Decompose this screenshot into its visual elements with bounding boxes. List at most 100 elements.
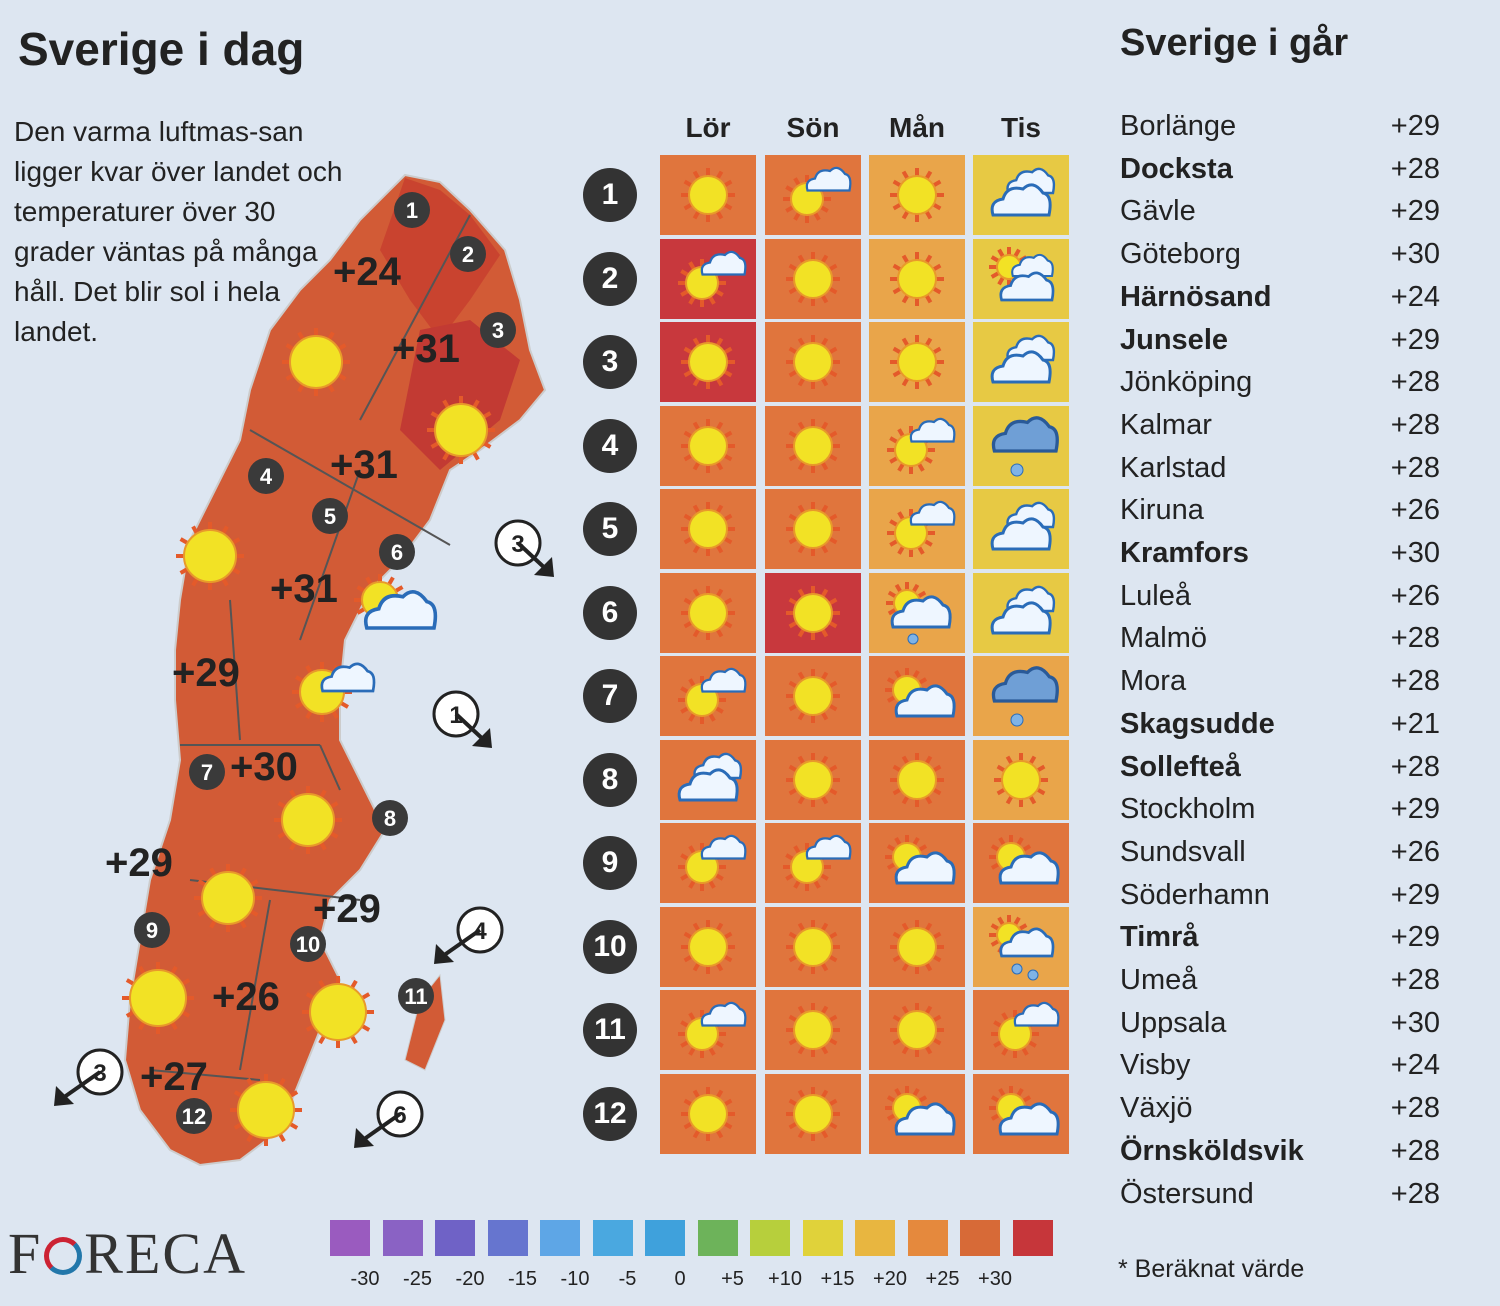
city-name: Umeå — [1120, 964, 1198, 996]
city-name: Jönköping — [1120, 366, 1253, 399]
sun-cloud-big-icon — [885, 835, 956, 885]
forecast-cell — [660, 238, 756, 319]
map-temp-label: +31 — [330, 443, 398, 487]
cloud-icon — [990, 334, 1056, 384]
sun-rain-icon — [989, 914, 1055, 980]
legend-swatch — [855, 1220, 895, 1256]
legend-label: -20 — [455, 1268, 485, 1290]
city-name: Mora — [1120, 665, 1187, 698]
map-temp-label: +29 — [105, 841, 173, 885]
sun-cloud-icon — [678, 834, 747, 891]
forecast-cell — [765, 823, 861, 903]
forecast-cell — [765, 322, 861, 402]
sun-cloud-big-icon — [989, 835, 1060, 885]
city-temp: +30 — [1390, 537, 1440, 569]
city-name: Kalmar — [1120, 408, 1212, 441]
sun-icon — [786, 585, 840, 640]
map-region-marker: 2 — [450, 236, 486, 272]
sun-icon — [786, 502, 840, 556]
city-temp: +29 — [1390, 195, 1440, 228]
forecast-cell — [765, 906, 861, 987]
sun-icon — [890, 752, 944, 807]
city-name: Borlänge — [1120, 110, 1237, 142]
city-name: Stockholm — [1120, 793, 1256, 826]
region-number: 4 — [583, 418, 637, 473]
map-wind-arrows: 3 1 4 3 6 — [54, 519, 554, 1148]
city-name: Sollefteå — [1120, 750, 1241, 783]
region-number: 9 — [583, 836, 637, 890]
forecast-cell — [660, 322, 756, 402]
map-temperatures: +24 +31 +31 +31 +29 +30 +29 +29 +26+27 — [105, 250, 460, 1099]
sun-cloud-icon — [678, 250, 747, 307]
city-temp: +26 — [1390, 579, 1440, 612]
day-header-1: Sön — [786, 112, 840, 143]
city-name: Kramfors — [1120, 537, 1249, 569]
svg-text:4: 4 — [260, 464, 273, 489]
svg-text:11: 11 — [404, 984, 427, 1009]
sun-icon — [681, 1086, 735, 1141]
page-title: Sverige i dag — [18, 23, 305, 75]
sun-icon — [890, 168, 944, 222]
forecast-cell — [973, 322, 1069, 402]
city-temp: +28 — [1390, 964, 1440, 996]
region-number: 12 — [583, 1086, 637, 1141]
region-number: 2 — [583, 251, 637, 306]
city-temp: +28 — [1390, 622, 1440, 655]
map-region-marker: 8 — [372, 800, 408, 836]
city-name: Göteborg — [1120, 238, 1241, 271]
forecast-cell — [973, 739, 1069, 820]
forecast-cell — [869, 656, 965, 736]
city-temp: +29 — [1390, 323, 1440, 356]
map-temp-label: +27 — [140, 1055, 208, 1099]
sun-cloud-big-icon — [885, 1085, 956, 1135]
legend-swatch — [907, 1220, 948, 1256]
map-region-marker: 12 — [176, 1098, 212, 1134]
map-temp-label: +26 — [212, 975, 280, 1019]
city-name: Skagsudde — [1120, 707, 1275, 740]
sun-icon — [786, 669, 840, 723]
map-sun-icon — [194, 864, 262, 932]
sun-icon — [786, 335, 840, 389]
city-name: Östersund — [1120, 1177, 1254, 1210]
city-temp: +30 — [1390, 238, 1440, 271]
legend-swatch — [330, 1220, 370, 1256]
city-temp: +28 — [1390, 152, 1440, 185]
forecast-cell — [765, 572, 861, 653]
region-number: 7 — [583, 669, 637, 723]
legend-label: +10 — [768, 1268, 802, 1290]
svg-text:9: 9 — [146, 918, 158, 943]
city-name: Docksta — [1120, 152, 1233, 185]
city-temp: +28 — [1390, 750, 1440, 783]
region-number: 11 — [583, 1003, 637, 1057]
legend-label: 0 — [674, 1268, 686, 1290]
forecast-cell — [869, 405, 965, 486]
forecast-cell — [973, 990, 1069, 1070]
wind-arrow-icon: 3 — [494, 519, 554, 577]
forecast-cell — [660, 906, 756, 987]
sun-icon — [786, 752, 840, 807]
cloud-icon — [990, 501, 1056, 551]
city-temp: +26 — [1390, 494, 1440, 527]
sun-icon — [994, 752, 1048, 807]
forecast-cell — [973, 405, 1069, 486]
cloud-icon — [990, 585, 1056, 634]
sun-icon — [681, 168, 735, 222]
sun-icon — [681, 418, 735, 473]
forecast-cell — [869, 322, 965, 402]
forecast-cell — [973, 155, 1069, 235]
forecast-cell — [765, 739, 861, 820]
forecast-cell — [869, 572, 965, 653]
legend-swatch — [540, 1220, 580, 1256]
forecast-cell — [660, 405, 756, 486]
map-cloud-icon — [320, 662, 376, 693]
day-header-2: Mån — [889, 112, 945, 143]
map-sun-cloud-icon — [354, 574, 438, 630]
sun-cloud-icon — [887, 417, 956, 474]
legend-label: -10 — [560, 1268, 590, 1290]
sun-icon — [890, 919, 944, 974]
forecast-cell — [660, 990, 756, 1070]
forecast-cell — [973, 1073, 1069, 1154]
city-name: Sundsvall — [1120, 835, 1246, 868]
